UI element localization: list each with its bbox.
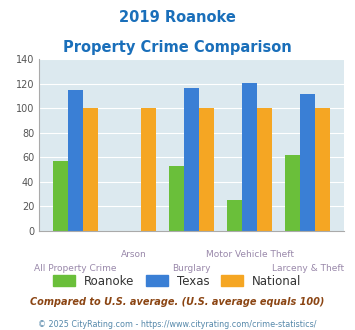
Bar xyxy=(315,109,331,231)
Text: Burglary: Burglary xyxy=(173,264,211,273)
Text: 2019 Roanoke: 2019 Roanoke xyxy=(119,10,236,25)
Bar xyxy=(285,155,300,231)
Text: Motor Vehicle Theft: Motor Vehicle Theft xyxy=(206,250,294,259)
Bar xyxy=(83,109,98,231)
Bar xyxy=(257,109,272,231)
Bar xyxy=(227,200,242,231)
Bar xyxy=(199,109,214,231)
Text: Property Crime Comparison: Property Crime Comparison xyxy=(63,40,292,54)
Bar xyxy=(53,161,68,231)
Legend: Roanoke, Texas, National: Roanoke, Texas, National xyxy=(49,270,306,292)
Bar xyxy=(242,83,257,231)
Bar xyxy=(68,90,83,231)
Text: © 2025 CityRating.com - https://www.cityrating.com/crime-statistics/: © 2025 CityRating.com - https://www.city… xyxy=(38,320,317,329)
Text: All Property Crime: All Property Crime xyxy=(34,264,117,273)
Bar xyxy=(184,87,199,231)
Bar xyxy=(141,109,156,231)
Bar xyxy=(300,94,315,231)
Bar xyxy=(169,166,184,231)
Text: Arson: Arson xyxy=(121,250,147,259)
Text: Compared to U.S. average. (U.S. average equals 100): Compared to U.S. average. (U.S. average … xyxy=(30,297,325,307)
Text: Larceny & Theft: Larceny & Theft xyxy=(272,264,344,273)
